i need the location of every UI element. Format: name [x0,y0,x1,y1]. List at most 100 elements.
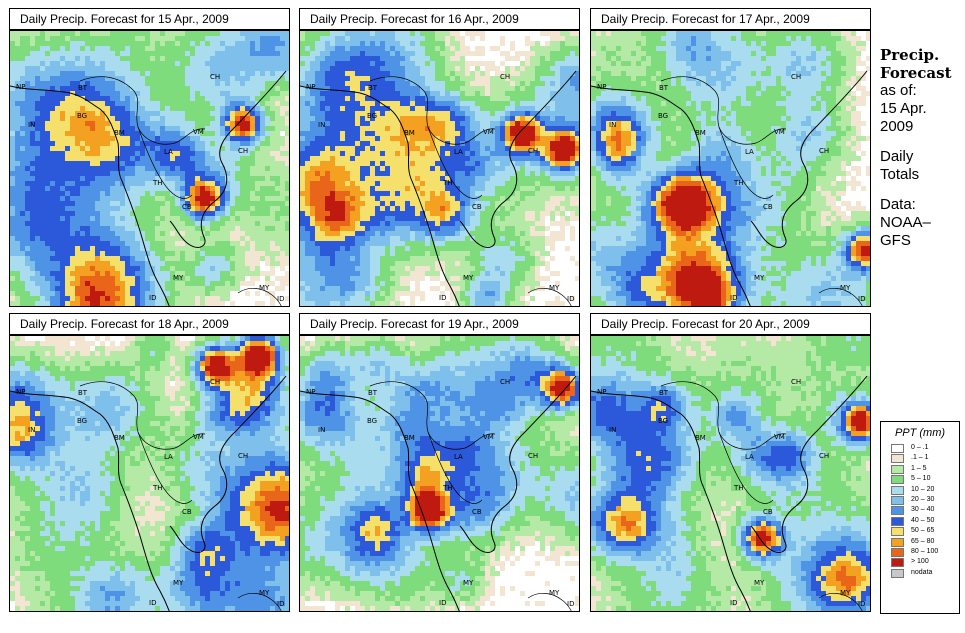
legend-swatch [891,547,904,557]
precip-map-svg: NP BT IN BG BM CH VM CH LA TH CB MY ID MY ID [300,31,579,306]
precip-map: NP BT IN BG BM CH VM CH LA TH CB MY ID MY ID [9,30,290,307]
legend-swatch [891,485,904,495]
legend-swatch [891,537,904,547]
legend-item: 65 – 80 [891,537,959,547]
country-label: NP [16,388,25,396]
precip-map-svg: NP BT IN BG BM CH VM CH LA TH CB MY ID MY ID [10,31,289,306]
precip-map-svg: NP BT IN BG BM CH VM CH LA TH CB MY ID MY ID [591,336,870,611]
legend-label: 10 – 20 [911,485,935,493]
country-label: MY [840,589,851,597]
coastline [169,375,287,553]
country-label: NP [597,83,606,91]
coastline [591,85,751,306]
country-label: MY [549,284,560,292]
country-label: BM [404,434,415,442]
country-label: CH [210,73,220,81]
country-label: NP [16,83,25,91]
country-label: BG [77,112,87,120]
country-border [718,431,774,504]
country-label: IN [28,426,35,434]
country-label: MY [549,589,560,597]
country-label: ID [858,295,865,303]
country-label: BM [695,129,706,137]
forecast-panel: Daily Precip. Forecast for 16 Apr., 2009… [299,8,580,307]
precip-raster [591,31,870,306]
country-label: MY [173,274,184,282]
legend-swatch [891,464,904,474]
country-label: VM [774,128,785,136]
country-label: LA [164,148,173,156]
precip-raster [10,336,289,611]
country-label: MY [754,579,765,587]
coastline [300,390,460,611]
country-label: ID [730,599,737,607]
country-label: CH [500,73,510,81]
country-label: LA [745,453,754,461]
country-label: LA [745,148,754,156]
country-label: TH [733,179,744,187]
coastline [459,70,577,248]
precip-map-svg: NP BT IN BG BM CH VM CH LA TH CB MY ID MY ID [10,336,289,611]
country-label: BG [77,417,87,425]
legend-item: > 100 [891,557,959,568]
country-label: BG [367,112,377,120]
legend-item: 0 – .1 [891,443,959,453]
country-label: BM [114,434,125,442]
legend-label: 80 – 100 [911,547,939,555]
coastline [750,70,868,248]
country-label: MY [463,579,474,587]
country-label: ID [567,600,574,608]
legend-swatch [891,444,904,453]
legend-swatch [891,475,904,485]
country-label: CB [763,203,773,211]
panel-title: Daily Precip. Forecast for 19 Apr., 2009 [299,313,580,335]
country-label: ID [567,295,574,303]
legend-label: 40 – 50 [911,516,935,524]
country-border [427,431,483,504]
legend-swatch [891,495,904,505]
caption-data-source: NOAA– [880,214,931,231]
country-label: BT [659,389,669,397]
country-label: TH [442,179,453,187]
country-label: IN [609,426,616,434]
country-label: VM [483,128,494,136]
legend-item: .1 – 1 [891,453,959,464]
legend-label: 1 – 5 [911,464,927,472]
country-border [527,593,572,611]
country-label: MY [259,284,270,292]
precip-raster [10,31,289,306]
legend-item: 1 – 5 [891,464,959,474]
country-label: CB [472,203,482,211]
country-label: CH [210,378,220,386]
caption-heading-1: Precip. [880,46,940,64]
country-label: CB [182,508,192,516]
country-label: TH [152,179,163,187]
country-label: VM [483,433,494,441]
legend-label: .1 – 1 [911,454,929,462]
country-border [818,593,863,611]
coastline [459,375,577,553]
precip-map-svg: NP BT IN BG BM CH VM CH LA TH CB MY ID MY ID [591,31,870,306]
coastline [169,70,287,248]
coastline [10,85,170,306]
country-border [237,288,282,306]
coastline [10,390,170,611]
country-label: ID [439,599,446,607]
country-label: BG [367,417,377,425]
country-label: LA [454,453,463,461]
country-border [427,126,483,199]
country-label: IN [28,121,35,129]
country-label: TH [442,484,453,492]
country-label: ID [277,295,284,303]
country-label: CH [791,73,801,81]
coastline [591,390,751,611]
precip-raster [300,31,579,306]
legend-swatch [891,558,904,568]
legend-item: 50 – 65 [891,526,959,537]
country-label: BM [404,129,415,137]
legend-item: 10 – 20 [891,485,959,495]
legend-label: > 100 [911,558,929,566]
country-label: CB [472,508,482,516]
forecast-panel: Daily Precip. Forecast for 19 Apr., 2009… [299,313,580,612]
panel-title: Daily Precip. Forecast for 20 Apr., 2009 [590,313,871,335]
